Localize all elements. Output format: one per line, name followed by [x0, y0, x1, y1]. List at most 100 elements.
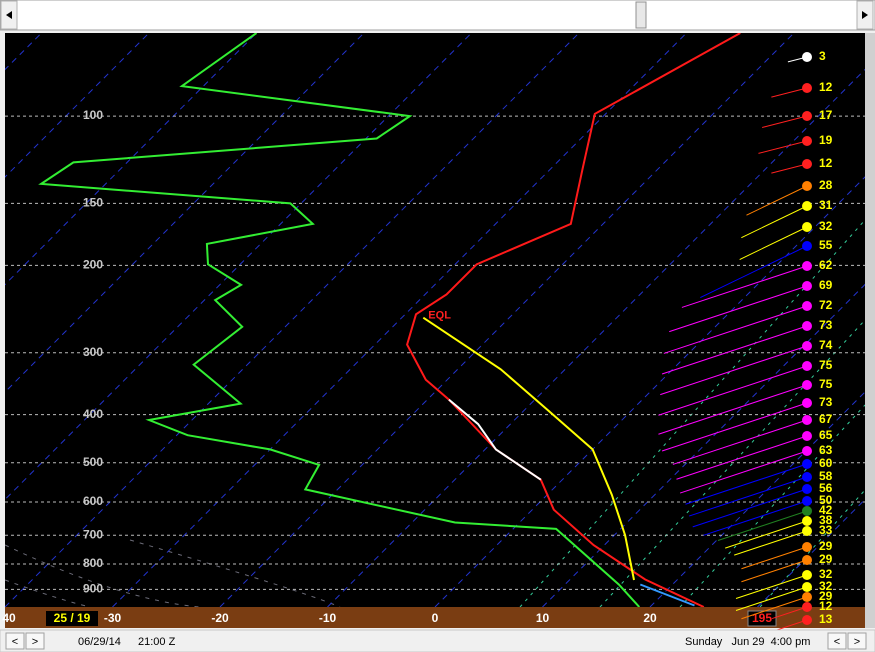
- profile-line: [422, 316, 635, 581]
- wind-barb: [692, 488, 808, 528]
- wind-dot: [802, 542, 812, 552]
- arrow-right: [862, 11, 868, 19]
- wind-speed-label: 42: [819, 503, 833, 517]
- wind-dot: [802, 506, 812, 516]
- pressure-tick-label: 700: [83, 527, 103, 541]
- wind-dot: [802, 526, 812, 536]
- next-button-2[interactable]: [847, 632, 867, 650]
- wind-dot: [802, 380, 812, 390]
- date: 06/29/14: [78, 636, 121, 648]
- profile-line: [448, 398, 542, 481]
- wind-speed-label: 33: [819, 523, 833, 537]
- wind-barb: [734, 530, 808, 556]
- wind-speed-label: 63: [819, 443, 833, 457]
- isotherm: [219, 33, 795, 607]
- pressure-tick-label: 500: [83, 455, 103, 469]
- wind-dot: [802, 301, 812, 311]
- wind-dot: [802, 459, 812, 469]
- top-scrollbar[interactable]: [0, 0, 875, 31]
- pressure-tick-label: 800: [83, 556, 103, 570]
- wind-speed-label: 56: [819, 481, 833, 495]
- wind-speed-label: 65: [819, 428, 833, 442]
- wind-speed-label: 29: [819, 539, 833, 553]
- wind-speed-label: 19: [819, 133, 833, 147]
- wind-dot: [802, 181, 812, 191]
- temp-tick-label: 0: [432, 611, 439, 625]
- temp-tick-label: 10: [536, 611, 550, 625]
- eql-label: EQL: [428, 310, 451, 322]
- wind-dot: [802, 222, 812, 232]
- wind-dot: [802, 602, 812, 612]
- wind-barb: [735, 586, 808, 612]
- wind-dot: [802, 52, 812, 62]
- next-button[interactable]: [25, 632, 45, 650]
- wind-barb: [672, 419, 808, 465]
- wind-barb: [658, 384, 808, 435]
- prev-button[interactable]: [5, 632, 25, 650]
- wind-barb: [700, 245, 808, 298]
- wind-dot: [802, 361, 812, 371]
- wind-speed-label: 75: [819, 377, 833, 391]
- wind-barb: [663, 305, 808, 354]
- wind-dot: [802, 341, 812, 351]
- wind-barb: [676, 435, 808, 480]
- isotherm: [5, 33, 150, 178]
- wind-speed-label: 75: [819, 358, 833, 372]
- wind-speed-label: 32: [819, 567, 833, 581]
- wind-speed-label: 72: [819, 298, 833, 312]
- isotherm: [434, 176, 865, 607]
- isotherm: [5, 33, 472, 501]
- wind-dot: [802, 241, 812, 251]
- next-label: >: [32, 636, 38, 648]
- wind-speed-label: 12: [819, 80, 833, 94]
- wind-speed-label: 29: [819, 552, 833, 566]
- prev-button-2[interactable]: [827, 632, 847, 650]
- wind-barb: [685, 463, 808, 505]
- wind-dot: [802, 516, 812, 526]
- wind-barb: [681, 265, 808, 308]
- wind-dot: [802, 261, 812, 271]
- time: 21:00 Z: [138, 636, 176, 648]
- wind-dot: [802, 472, 812, 482]
- wind-speed-label: 3: [819, 49, 826, 63]
- frame-right: [865, 33, 875, 628]
- wind-speed-label: 38: [819, 513, 833, 527]
- temp-tick-label: -30: [104, 611, 122, 625]
- local-time: Sunday Jun 29 4:00 pm: [685, 636, 810, 648]
- profile-line: [406, 33, 741, 607]
- wind-dot: [802, 83, 812, 93]
- pressure-tick-label: 400: [83, 407, 103, 421]
- wind-dot: [802, 111, 812, 121]
- wind-barb: [741, 596, 808, 620]
- wind-dot: [802, 484, 812, 494]
- wind-barb: [658, 365, 808, 416]
- profile-line: [639, 583, 695, 607]
- pressure-tick-label: 300: [83, 345, 103, 359]
- wind-speed-label: 32: [819, 579, 833, 593]
- wind-barb: [688, 476, 808, 517]
- wind-barb: [771, 163, 808, 174]
- isotherm: [757, 498, 865, 607]
- temp-axis-strip: [5, 607, 865, 628]
- wind-speed-label: 12: [819, 599, 833, 613]
- wind-dot: [802, 570, 812, 580]
- wind-speed-label: 69: [819, 278, 833, 292]
- wind-speed-label: 60: [819, 456, 833, 470]
- wind-speed-label: 13: [819, 612, 833, 626]
- isotherm: [327, 68, 865, 607]
- wind-barb: [660, 345, 808, 396]
- surface-label: 25 / 19: [54, 611, 91, 625]
- wind-barb: [746, 185, 808, 216]
- scroll-thumb[interactable]: [635, 1, 647, 29]
- wind-speed-label: 32: [819, 219, 833, 233]
- wind-dot: [802, 446, 812, 456]
- isotherm: [5, 33, 365, 393]
- value-box-label: 195: [752, 611, 772, 625]
- wind-barb: [739, 226, 808, 260]
- isotherm: [5, 33, 580, 607]
- wind-dot: [802, 159, 812, 169]
- profile-line: [38, 33, 641, 607]
- wind-barb: [758, 140, 808, 154]
- arrow-left: [6, 11, 12, 19]
